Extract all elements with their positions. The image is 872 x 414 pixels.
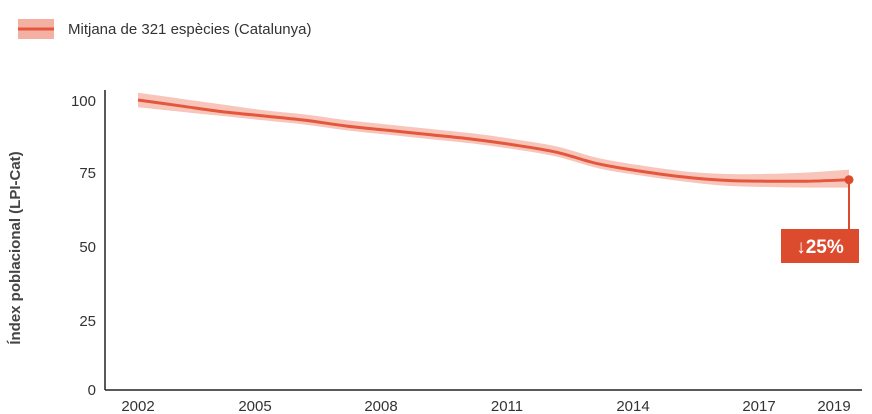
x-tick-label: 2011 [491, 398, 523, 414]
x-tick-label: 2008 [364, 398, 397, 414]
annotation-text: ↓25% [796, 237, 844, 258]
x-tick-label: 2002 [121, 398, 154, 414]
y-tick-label: 75 [79, 165, 96, 182]
legend: Mitjana de 321 espècies (Catalunya) [18, 19, 311, 39]
decline-annotation: ↓25% [781, 179, 859, 263]
y-tick-label: 100 [71, 93, 96, 110]
x-tick-label: 2005 [238, 398, 271, 414]
annotation-badge [781, 229, 859, 263]
y-tick-label: 0 [88, 382, 96, 399]
legend-label: Mitjana de 321 espècies (Catalunya) [68, 21, 311, 38]
x-ticks: 2002 2005 2008 2011 2014 2017 2019 [121, 398, 850, 414]
y-tick-label: 25 [79, 313, 96, 330]
x-tick-label: 2019 [817, 398, 850, 414]
x-tick-label: 2017 [742, 398, 775, 414]
y-axis-label: Índex poblacional (LPI-Cat) [7, 151, 24, 344]
x-tick-label: 2014 [616, 398, 649, 414]
confidence-band [138, 92, 849, 188]
y-ticks: 0 25 50 75 100 [71, 93, 96, 399]
series-layer [137, 92, 854, 188]
series-line [137, 98, 850, 183]
y-tick-label: 50 [79, 239, 96, 256]
